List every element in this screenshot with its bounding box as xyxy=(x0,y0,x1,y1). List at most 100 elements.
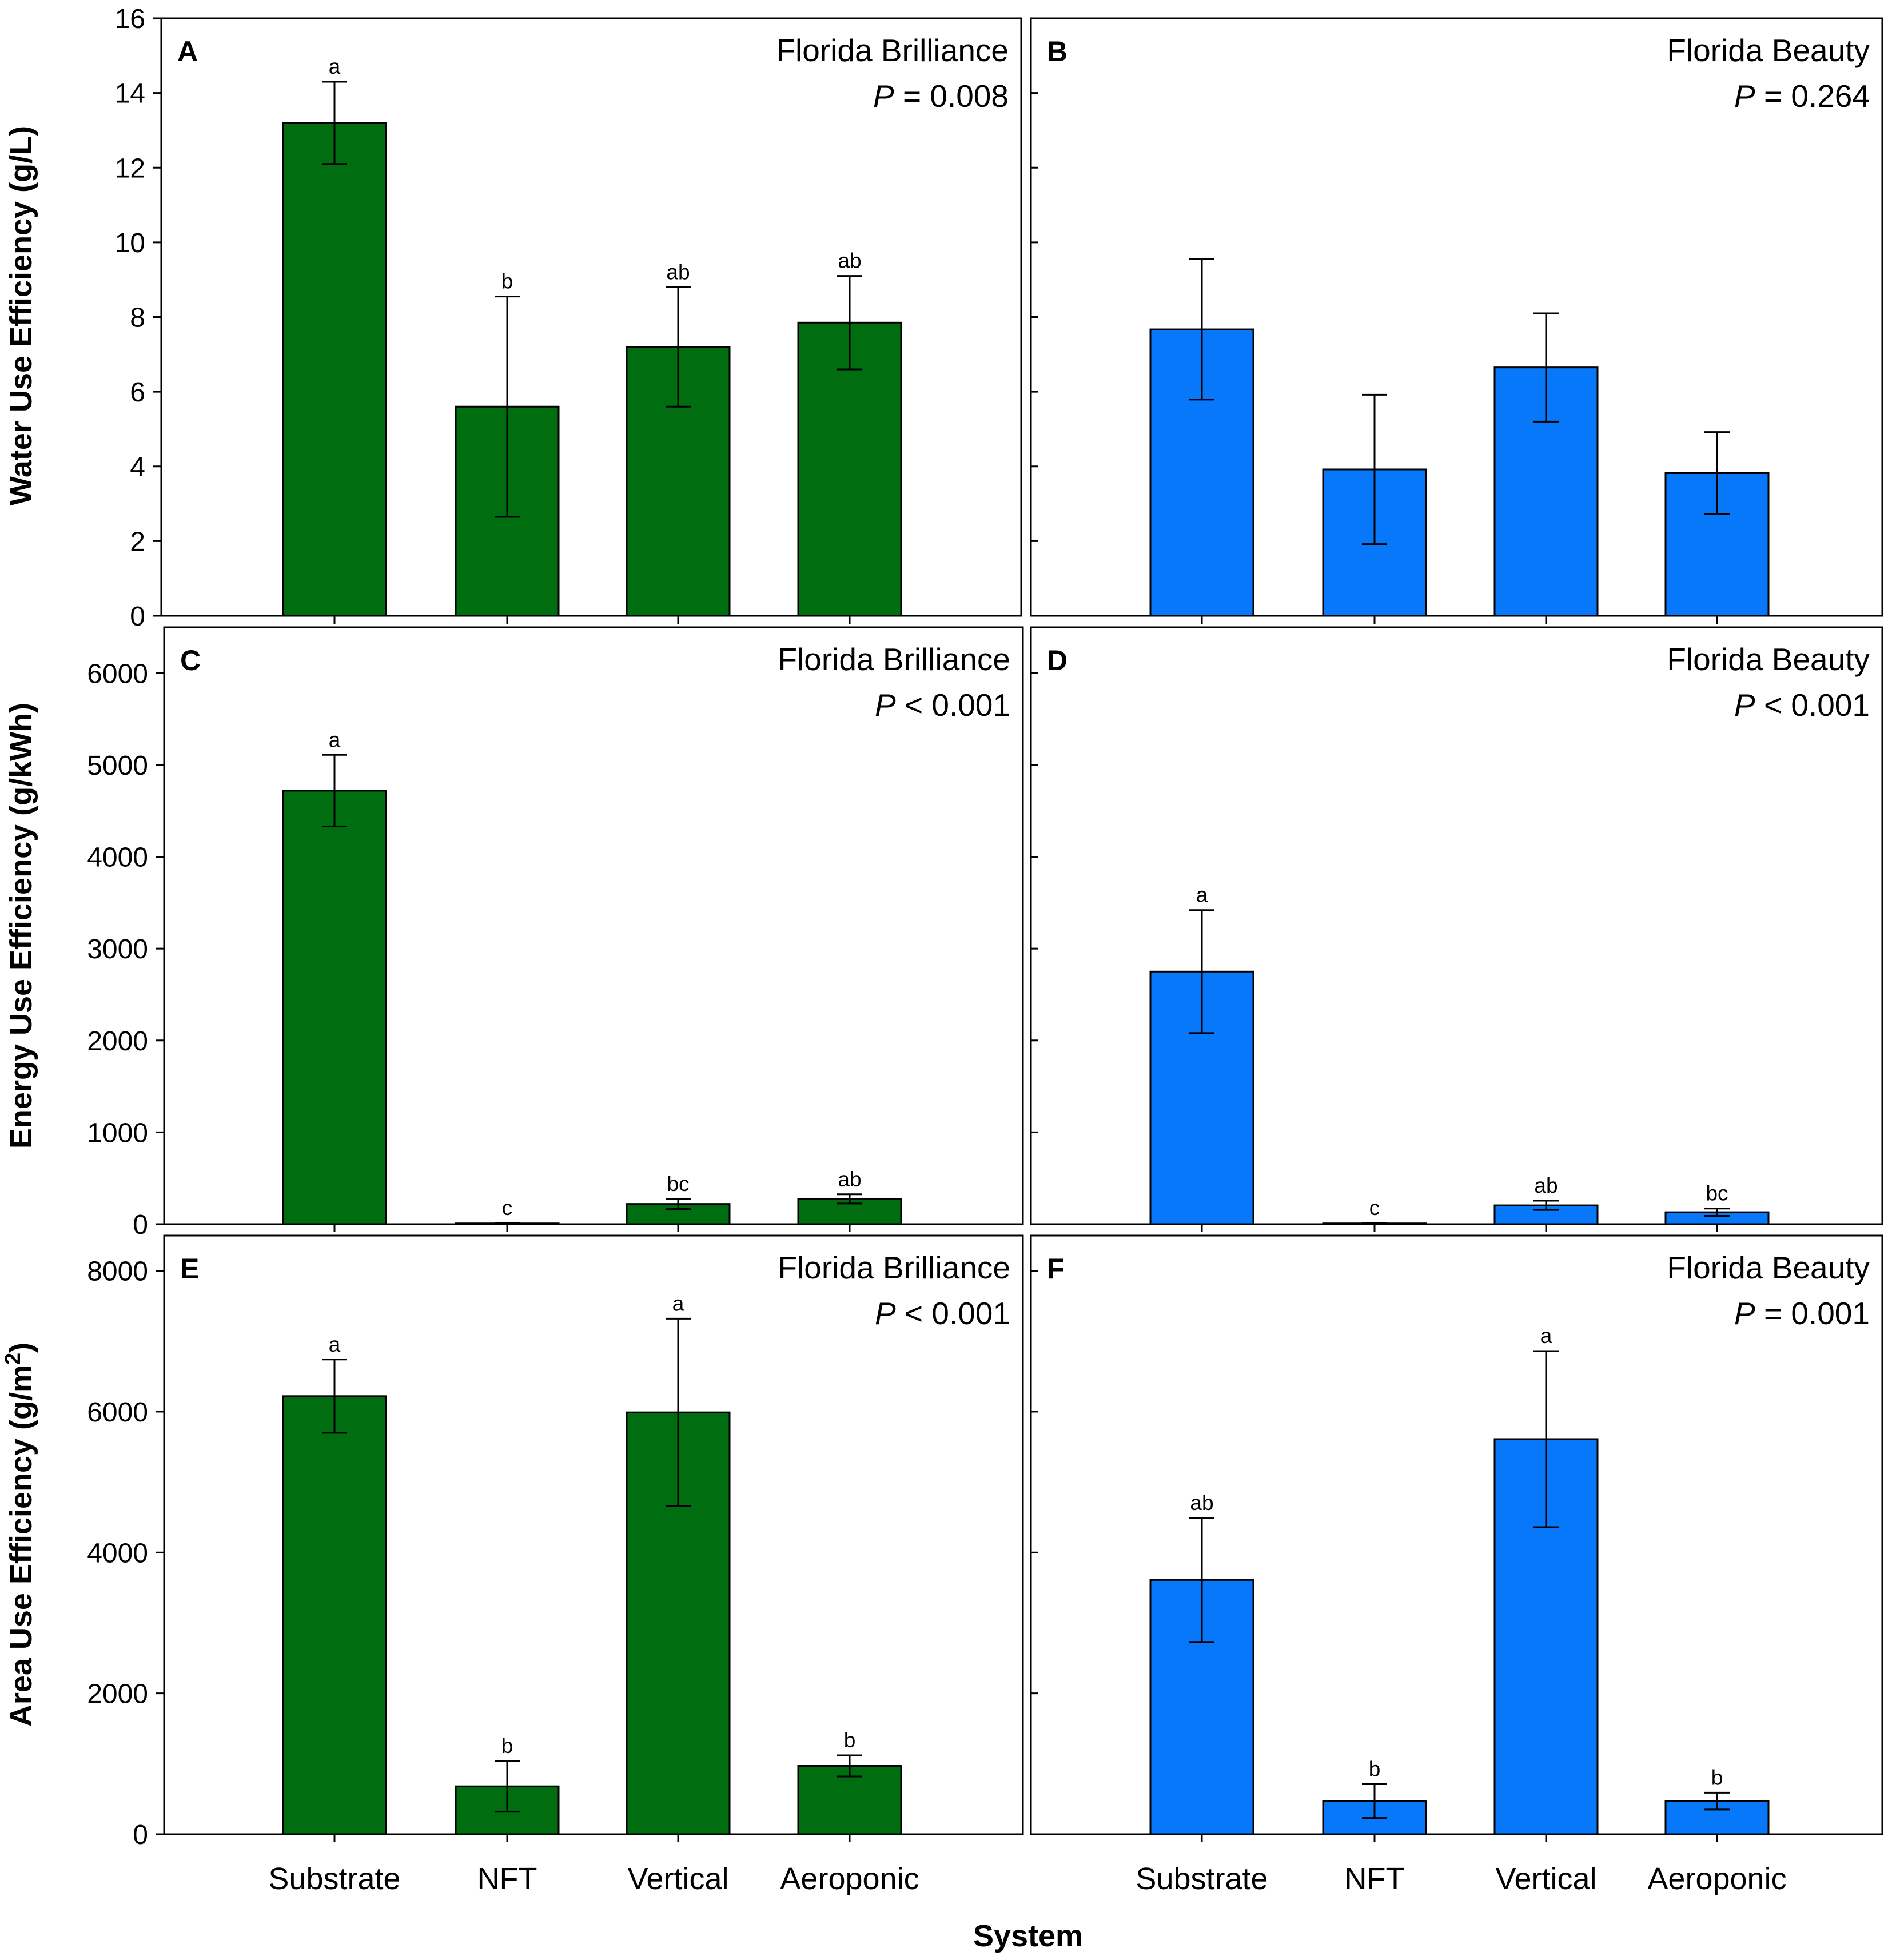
significance-letter: ab xyxy=(1190,1491,1213,1515)
y-axis-title-text: Water Use Efficiency (g/L) xyxy=(4,126,38,505)
y-tick-label: 8 xyxy=(130,303,145,333)
error-bar-f-nft xyxy=(1362,1783,1387,1819)
p-value: P < 0.001 xyxy=(875,1296,1010,1331)
y-tick-label: 10 xyxy=(115,228,145,258)
error-bar-c-substrate xyxy=(322,754,347,828)
significance-letter: ab xyxy=(838,1168,861,1191)
cultivar-name: Florida Brilliance xyxy=(776,33,1009,68)
p-value-text: < 0.001 xyxy=(896,687,1010,723)
p-value: P < 0.001 xyxy=(875,687,1010,723)
significance-letter: c xyxy=(502,1196,513,1220)
y-tick-label: 6000 xyxy=(87,659,148,689)
panel-frame xyxy=(163,626,1024,1225)
y-tick-label: 4000 xyxy=(87,843,148,873)
error-bar-d-aeroponic xyxy=(1704,1208,1730,1217)
error-bar-c-aeroponic xyxy=(837,1193,862,1205)
panel-b: B Florida Beauty P = 0.264 xyxy=(1030,17,1883,624)
panel-letter: E xyxy=(180,1253,199,1285)
y-tick-label: 6000 xyxy=(87,1397,148,1428)
y-axis-title: Water Use Efficiency (g/L) xyxy=(4,126,38,505)
category-label: NFT xyxy=(1345,1862,1405,1896)
y-tick-label: 5000 xyxy=(87,751,148,781)
significance-letter: ab xyxy=(838,249,861,273)
cultivar-name: Florida Beauty xyxy=(1667,33,1870,68)
significance-letter: a xyxy=(1196,883,1208,907)
error-bar-a-vertical xyxy=(666,286,691,408)
panel-frame xyxy=(1030,1234,1883,1835)
significance-letter: bc xyxy=(667,1172,689,1196)
p-symbol: P xyxy=(875,687,896,723)
error-bar-c-vertical xyxy=(666,1198,691,1210)
y-tick-label: 4000 xyxy=(87,1538,148,1568)
significance-letter: a xyxy=(672,1292,684,1315)
panel-letter: D xyxy=(1047,644,1068,676)
p-symbol: P xyxy=(1734,1296,1755,1331)
panel-d: a c ab bc D Florida Beauty P < 0.001 xyxy=(1030,626,1883,1232)
significance-letter: b xyxy=(501,270,513,293)
panel-frame xyxy=(1030,626,1883,1225)
y-tick-label: 0 xyxy=(133,1210,148,1240)
significance-letter: b xyxy=(844,1728,856,1752)
panel-letter: C xyxy=(180,644,201,676)
error-bar-d-vertical xyxy=(1533,1200,1559,1211)
y-axis-title-text: Area Use Efficiency (g/m xyxy=(4,1365,38,1727)
y-tick-label: 12 xyxy=(115,153,145,184)
p-value-text: < 0.001 xyxy=(896,1296,1010,1331)
error-bar-a-aeroponic xyxy=(837,275,862,371)
panel-e: a b a b 0 2000 4000 6000 8000 E Florida Brilliance… xyxy=(1,1234,1024,1896)
error-bar-e-vertical xyxy=(666,1317,691,1507)
y-axis-title: Area Use Efficiency (g/m2) xyxy=(1,1342,38,1727)
significance-letter: ab xyxy=(666,260,690,284)
p-value-text: = 0.001 xyxy=(1755,1296,1870,1331)
y-tick-label: 8000 xyxy=(87,1257,148,1287)
significance-letter: a xyxy=(329,55,341,78)
error-bar-a-substrate xyxy=(322,81,347,165)
p-symbol: P xyxy=(1734,78,1755,114)
panel-letter: A xyxy=(177,35,198,67)
bar-c-vertical xyxy=(626,1203,731,1225)
bar-f-nft xyxy=(1322,1800,1427,1835)
p-value: P = 0.001 xyxy=(1734,1296,1870,1331)
significance-letter: c xyxy=(1369,1196,1380,1220)
error-bar-b-vertical xyxy=(1533,312,1559,423)
y-tick-label: 2000 xyxy=(87,1026,148,1057)
category-label: Aeroponic xyxy=(1647,1862,1786,1896)
p-value-text: = 0.008 xyxy=(894,78,1009,114)
significance-letter: a xyxy=(329,728,341,751)
category-label: Aeroponic xyxy=(780,1862,919,1896)
panel-frame xyxy=(163,1234,1024,1835)
y-tick-label: 0 xyxy=(133,1820,148,1850)
p-symbol: P xyxy=(873,78,894,114)
error-bar-f-vertical xyxy=(1533,1350,1559,1528)
y-tick-label: 2 xyxy=(130,527,145,557)
significance-letter: a xyxy=(1540,1324,1552,1348)
error-bar-b-nft xyxy=(1362,393,1387,545)
panel-c: a c bc ab 0 1000 2000 3000 4000 5000 6000 C Florida … xyxy=(4,626,1024,1240)
significance-letter: b xyxy=(501,1734,513,1758)
significance-letter: bc xyxy=(1706,1182,1728,1205)
panel-letter: B xyxy=(1047,35,1068,67)
y-tick-label: 0 xyxy=(130,601,145,632)
bar-a-substrate xyxy=(282,122,387,617)
panel-frame xyxy=(1030,17,1883,617)
y-tick-label: 4 xyxy=(130,452,145,483)
bar-c-substrate xyxy=(282,790,387,1225)
panel-frame xyxy=(160,17,1022,617)
error-bar-f-aeroponic xyxy=(1704,1791,1730,1811)
cultivar-name: Florida Brilliance xyxy=(778,1250,1010,1285)
y-axis-title-superscript: 2 xyxy=(1,1353,25,1365)
error-bar-f-substrate xyxy=(1189,1517,1214,1643)
p-value-text: < 0.001 xyxy=(1755,687,1870,723)
error-bar-b-substrate xyxy=(1189,258,1214,401)
panel-letter: F xyxy=(1047,1253,1065,1285)
significance-letter: ab xyxy=(1534,1174,1558,1197)
y-axis-title-suffix: ) xyxy=(4,1342,38,1353)
error-bar-e-nft xyxy=(495,1760,520,1813)
y-tick-label: 2000 xyxy=(87,1679,148,1710)
cultivar-name: Florida Beauty xyxy=(1667,1250,1870,1285)
y-tick-label: 14 xyxy=(115,79,145,109)
category-label: Vertical xyxy=(1495,1862,1596,1896)
error-bar-e-aeroponic xyxy=(837,1754,862,1778)
